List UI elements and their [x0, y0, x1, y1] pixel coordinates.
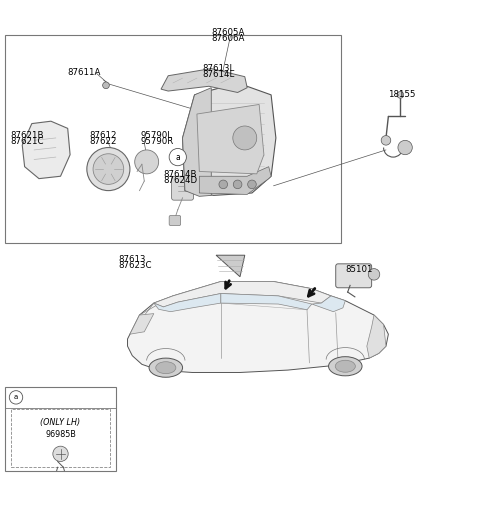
- Polygon shape: [182, 83, 276, 196]
- Text: 87623C: 87623C: [118, 262, 152, 270]
- Circle shape: [233, 126, 257, 150]
- Text: 87621B: 87621B: [10, 131, 44, 140]
- Circle shape: [87, 148, 130, 191]
- Text: 87606A: 87606A: [211, 34, 245, 43]
- Polygon shape: [367, 315, 386, 358]
- Text: 87624D: 87624D: [163, 176, 198, 185]
- Polygon shape: [154, 293, 221, 311]
- Ellipse shape: [149, 358, 182, 377]
- Polygon shape: [22, 121, 70, 179]
- Circle shape: [368, 269, 380, 280]
- Circle shape: [169, 149, 186, 166]
- Text: 18155: 18155: [388, 90, 416, 99]
- Polygon shape: [221, 293, 312, 310]
- Polygon shape: [130, 314, 154, 334]
- Circle shape: [53, 446, 68, 461]
- Circle shape: [398, 140, 412, 155]
- Polygon shape: [154, 281, 331, 307]
- Circle shape: [381, 136, 391, 145]
- Text: 95790R: 95790R: [141, 137, 174, 147]
- Text: 87614B: 87614B: [163, 170, 197, 179]
- Text: 95790L: 95790L: [141, 131, 172, 140]
- Polygon shape: [197, 105, 264, 174]
- Circle shape: [93, 154, 124, 185]
- Bar: [5, 35, 340, 243]
- Text: a: a: [14, 394, 18, 400]
- Text: a: a: [175, 152, 180, 162]
- Text: 87621C: 87621C: [10, 137, 44, 147]
- FancyBboxPatch shape: [336, 264, 372, 288]
- Circle shape: [233, 180, 242, 189]
- Text: 87613L: 87613L: [203, 64, 235, 73]
- FancyBboxPatch shape: [169, 215, 180, 226]
- FancyBboxPatch shape: [171, 176, 193, 200]
- Polygon shape: [216, 255, 245, 277]
- Ellipse shape: [335, 360, 355, 372]
- Ellipse shape: [156, 362, 176, 374]
- Text: 96985B: 96985B: [45, 430, 76, 439]
- Circle shape: [135, 150, 158, 174]
- Bar: [5, 387, 116, 471]
- Ellipse shape: [328, 357, 362, 376]
- Text: 87613: 87613: [118, 255, 145, 264]
- Polygon shape: [182, 88, 211, 197]
- Text: (ONLY LH): (ONLY LH): [40, 418, 81, 427]
- Circle shape: [248, 180, 256, 189]
- Text: 87605A: 87605A: [211, 28, 245, 37]
- Text: 87612: 87612: [89, 131, 117, 140]
- Text: 87614L: 87614L: [203, 70, 235, 79]
- Circle shape: [9, 391, 23, 404]
- Polygon shape: [199, 167, 271, 194]
- Circle shape: [397, 92, 404, 98]
- Polygon shape: [128, 281, 388, 372]
- Text: 85101: 85101: [345, 265, 373, 274]
- Text: 87611A: 87611A: [68, 68, 101, 76]
- Polygon shape: [312, 296, 345, 311]
- Text: 87622: 87622: [89, 137, 117, 147]
- Circle shape: [219, 180, 228, 189]
- Circle shape: [103, 82, 109, 88]
- Bar: [11, 409, 110, 467]
- Polygon shape: [161, 69, 247, 93]
